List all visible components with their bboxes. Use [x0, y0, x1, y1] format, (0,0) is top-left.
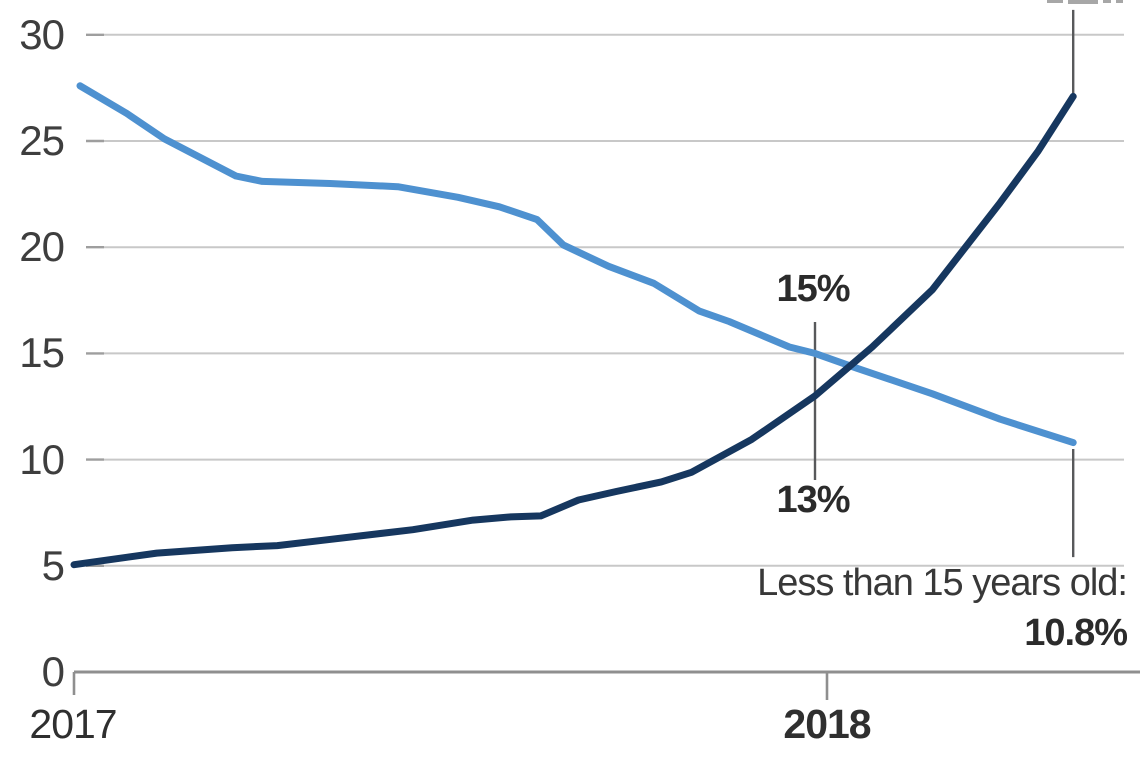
y-axis-label-5: 5: [41, 542, 65, 589]
y-axis-label-30: 30: [19, 11, 65, 58]
remnant-dash: [1068, 0, 1098, 4]
x-axis-label-2017: 2017: [29, 701, 117, 747]
end-label-value: 10.8%: [1024, 612, 1128, 654]
y-axis-label-25: 25: [19, 117, 65, 164]
light-blue-declining-line: [76, 82, 1077, 447]
x-axis-label-2018: 2018: [783, 701, 871, 747]
dark-navy-rising-line: [70, 92, 1077, 569]
remnant-dash: [1103, 0, 1111, 3]
remnant-dash: [1116, 0, 1123, 3]
line-end-annotation: Less than 15 years old: 10.8%: [757, 558, 1128, 658]
y-axis-label-15: 15: [19, 329, 65, 376]
crossover-top-label: 15%: [776, 268, 850, 310]
y-axis-label-10: 10: [19, 436, 65, 483]
y-axis-label-0: 0: [41, 648, 65, 695]
clipped-label-remnant: [1047, 0, 1123, 4]
remnant-dash: [1047, 0, 1063, 3]
crossover-bottom-label: 13%: [776, 479, 850, 521]
y-axis-label-20: 20: [19, 223, 65, 270]
end-label-text: Less than 15 years old:: [757, 562, 1128, 604]
